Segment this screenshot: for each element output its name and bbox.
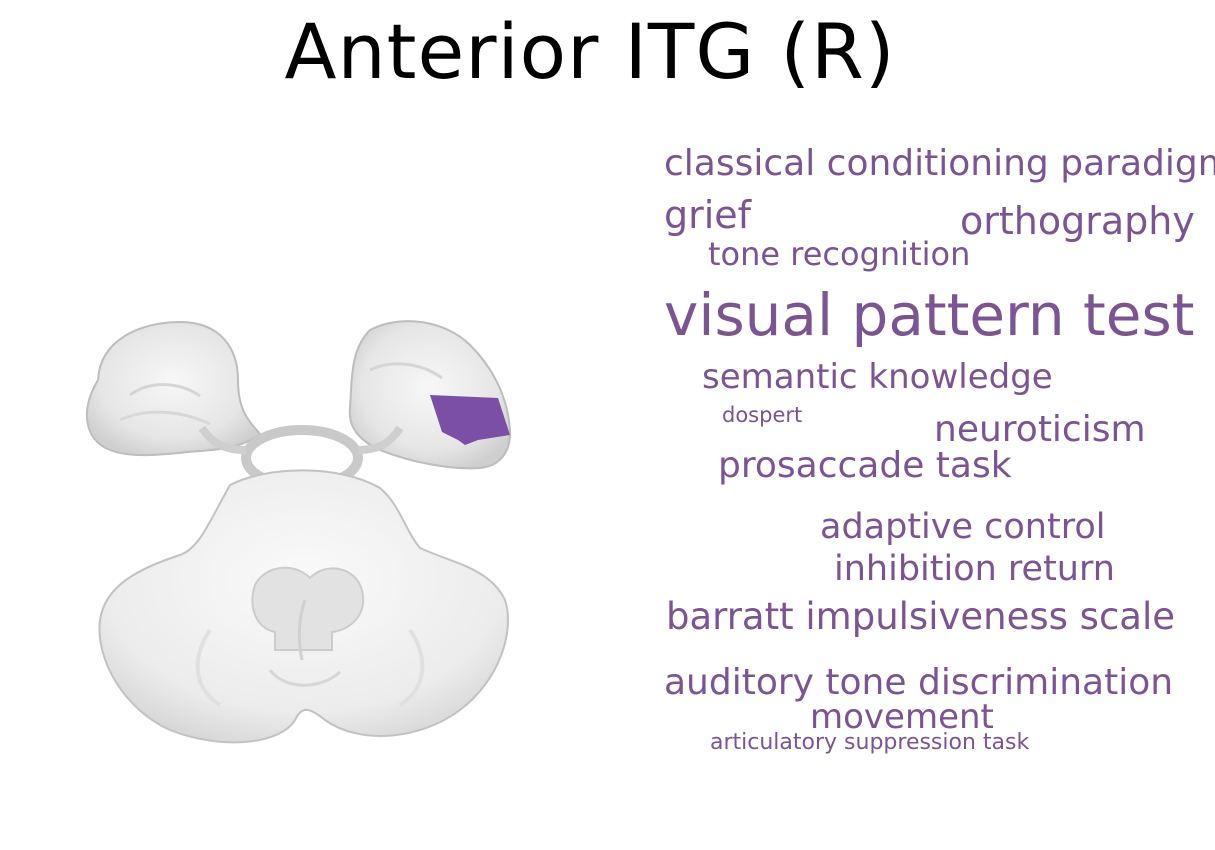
- brain-slice-icon: [85, 320, 512, 744]
- term-movement: movement: [810, 697, 994, 737]
- term-grief: grief: [664, 193, 752, 237]
- term-classical-conditioning-paradigm: classical conditioning paradigm: [664, 143, 1215, 184]
- term-visual-pattern-test: visual pattern test: [664, 281, 1195, 349]
- term-orthography: orthography: [960, 199, 1195, 243]
- term-auditory-tone-discrimination: auditory tone discrimination: [664, 662, 1174, 703]
- term-adaptive-control: adaptive control: [820, 507, 1106, 547]
- term-inhibition-return: inhibition return: [834, 549, 1115, 589]
- term-prosaccade-task: prosaccade task: [718, 445, 1012, 486]
- term-dospert: dospert: [722, 403, 803, 427]
- term-articulatory-suppression-task: articulatory suppression task: [710, 730, 1030, 755]
- term-tone-recognition: tone recognition: [708, 235, 971, 273]
- left-temporal-lobe: [85, 320, 262, 457]
- term-neuroticism: neuroticism: [934, 409, 1146, 450]
- term-barratt-impulsiveness-scale: barratt impulsiveness scale: [666, 595, 1176, 638]
- highlighted-region: [430, 395, 510, 445]
- page-title: Anterior ITG (R): [284, 7, 896, 96]
- term-semantic-knowledge: semantic knowledge: [702, 357, 1053, 397]
